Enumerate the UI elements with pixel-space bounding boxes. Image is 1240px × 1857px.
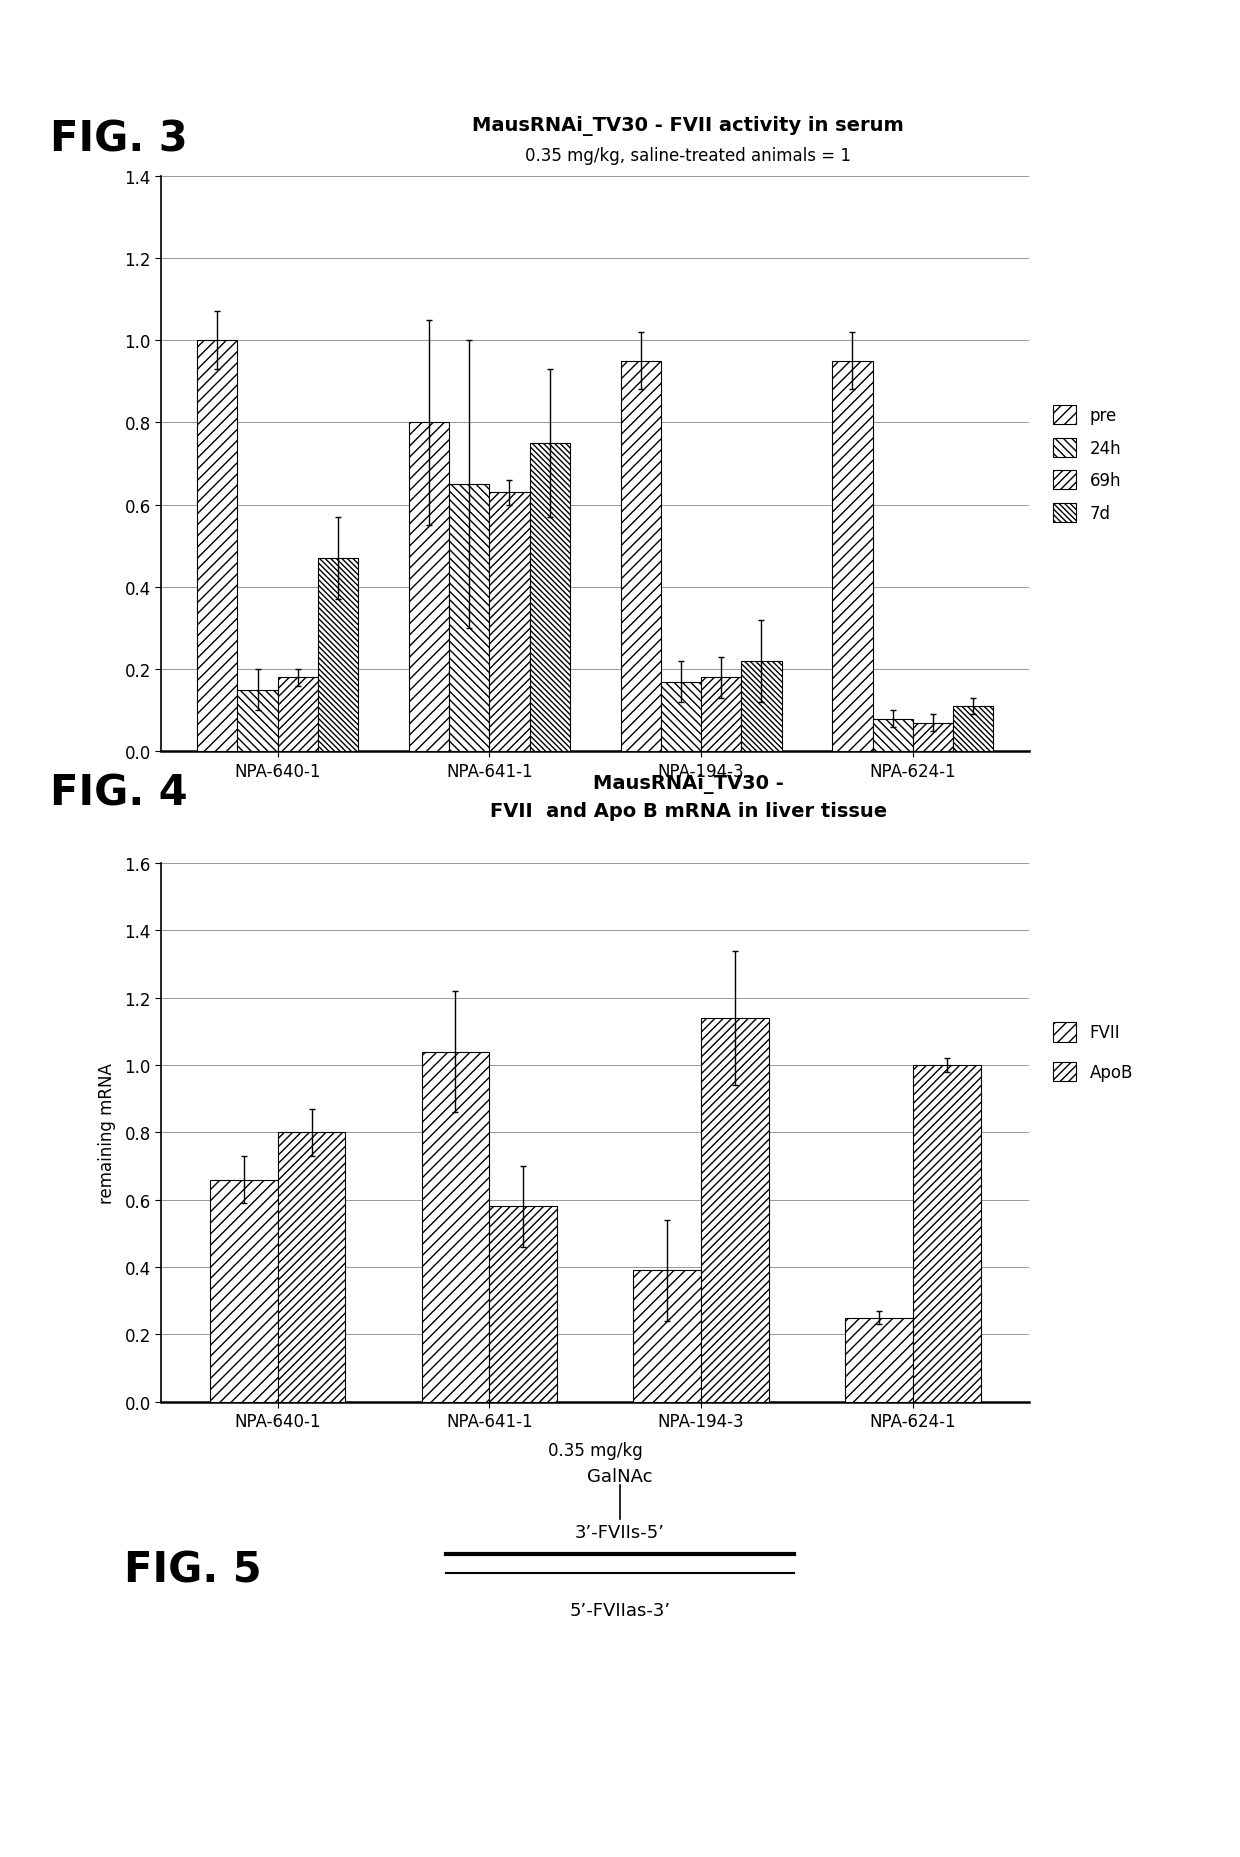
Bar bbox=[742, 661, 781, 752]
Bar bbox=[844, 1318, 913, 1402]
Bar bbox=[661, 682, 701, 752]
Bar bbox=[529, 444, 570, 752]
Y-axis label: remaining mRNA: remaining mRNA bbox=[98, 1062, 117, 1203]
Bar bbox=[954, 708, 993, 752]
Text: 5’-FVIIas-3’: 5’-FVIIas-3’ bbox=[569, 1601, 671, 1619]
Text: MausRNAi_TV30 - FVII activity in serum: MausRNAi_TV30 - FVII activity in serum bbox=[472, 117, 904, 136]
Text: FIG. 5: FIG. 5 bbox=[124, 1549, 262, 1590]
Text: MausRNAi_TV30 -: MausRNAi_TV30 - bbox=[593, 774, 784, 793]
Text: 0.35 mg/kg, saline-treated animals = 1: 0.35 mg/kg, saline-treated animals = 1 bbox=[526, 147, 851, 165]
Bar bbox=[701, 678, 742, 752]
Bar bbox=[832, 362, 873, 752]
Legend: pre, 24h, 69h, 7d: pre, 24h, 69h, 7d bbox=[1047, 399, 1128, 529]
Bar bbox=[197, 342, 237, 752]
Bar bbox=[620, 362, 661, 752]
Bar bbox=[449, 485, 490, 752]
X-axis label: 0.35 mg/kg: 0.35 mg/kg bbox=[548, 1441, 642, 1460]
Bar bbox=[701, 1018, 769, 1402]
Bar bbox=[873, 719, 913, 752]
Bar bbox=[634, 1270, 701, 1402]
Bar bbox=[237, 691, 278, 752]
Bar bbox=[278, 678, 317, 752]
Text: FVII  and Apo B mRNA in liver tissue: FVII and Apo B mRNA in liver tissue bbox=[490, 802, 887, 821]
Bar bbox=[210, 1179, 278, 1402]
Bar bbox=[278, 1133, 346, 1402]
Text: FIG. 4: FIG. 4 bbox=[50, 773, 187, 813]
Text: FIG. 3: FIG. 3 bbox=[50, 119, 187, 160]
Legend: FVII, ApoB: FVII, ApoB bbox=[1047, 1016, 1140, 1088]
Bar bbox=[490, 494, 529, 752]
Bar bbox=[913, 724, 954, 752]
Bar bbox=[317, 559, 358, 752]
Bar bbox=[913, 1066, 981, 1402]
Text: GalNAc: GalNAc bbox=[588, 1467, 652, 1486]
Bar bbox=[490, 1207, 557, 1402]
Bar bbox=[409, 423, 449, 752]
Bar bbox=[422, 1051, 490, 1402]
Text: 3’-FVIIs-5’: 3’-FVIIs-5’ bbox=[575, 1523, 665, 1541]
